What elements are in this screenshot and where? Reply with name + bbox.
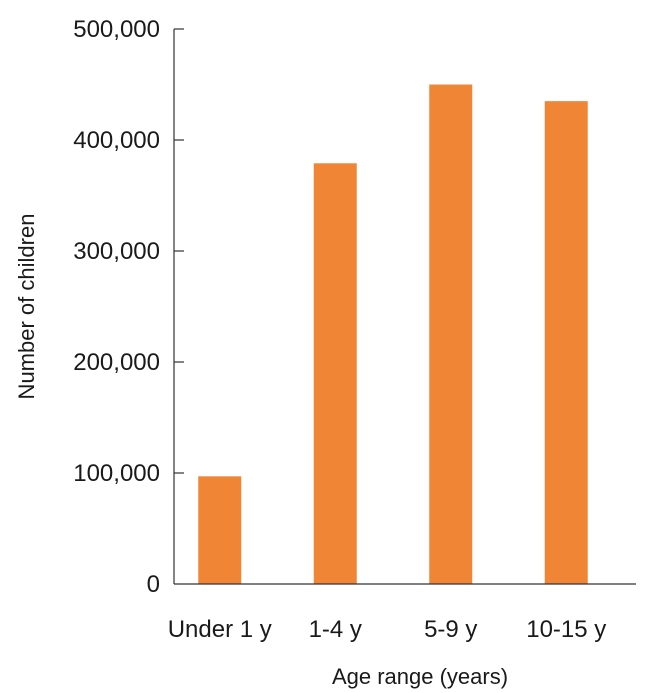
y-axis-ticks: 0 100,000 200,000 300,000 400,000 500,000: [73, 16, 184, 598]
bar: [313, 163, 357, 584]
bars: [198, 84, 588, 585]
x-axis-ticks: Under 1 y 1-4 y 5-9 y 10-15 y: [168, 616, 607, 643]
x-tick-label: 1-4 y: [309, 616, 362, 643]
bar: [198, 476, 242, 584]
x-tick-label: Under 1 y: [168, 616, 272, 643]
y-tick-label: 300,000: [73, 238, 160, 265]
x-tick-label: 5-9 y: [424, 616, 477, 643]
x-axis-title: Age range (years): [332, 664, 508, 689]
bar: [429, 84, 473, 584]
y-tick-label: 400,000: [73, 127, 160, 154]
y-axis-title: Number of children: [14, 214, 39, 400]
y-tick-label: 0: [147, 571, 160, 598]
bar: [544, 101, 588, 585]
x-tick-label: 10-15 y: [526, 616, 606, 643]
y-tick-label: 100,000: [73, 460, 160, 487]
y-tick-label: 500,000: [73, 16, 160, 43]
y-tick-label: 200,000: [73, 349, 160, 376]
